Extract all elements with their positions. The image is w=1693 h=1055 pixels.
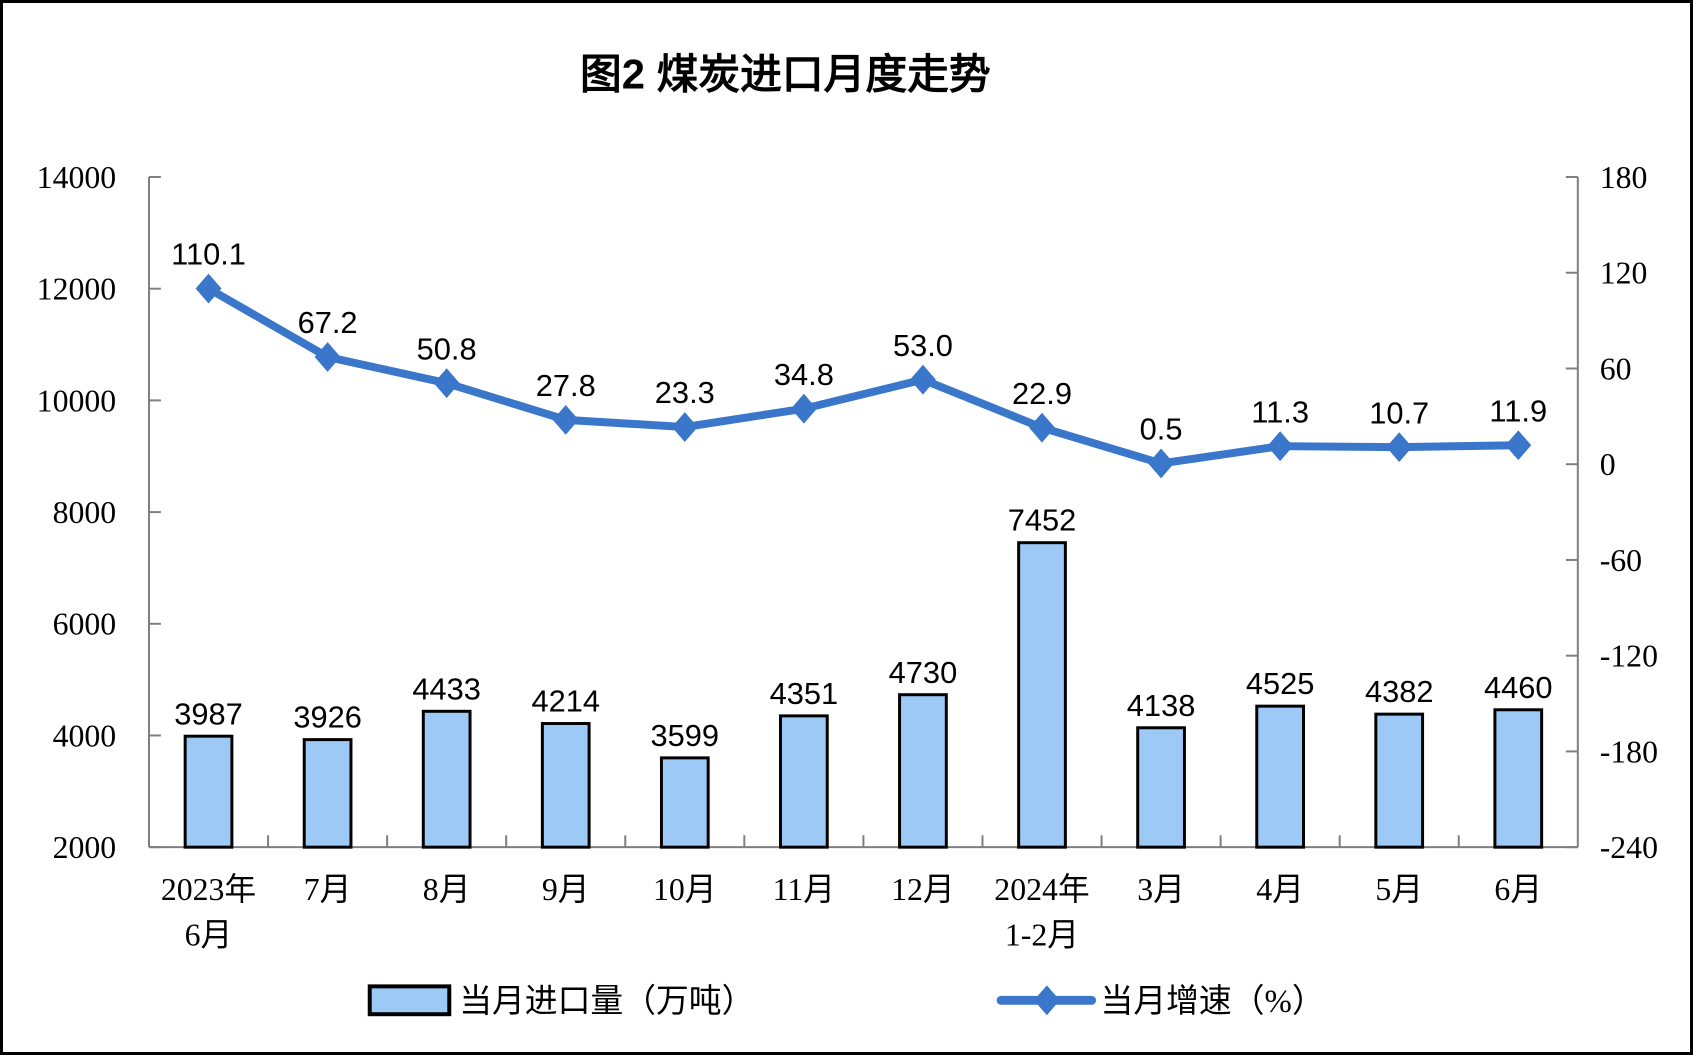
line-value-label: 50.8	[417, 331, 477, 366]
bar-value-label: 4433	[412, 671, 481, 706]
right-axis-tick-label: 120	[1600, 256, 1648, 291]
x-axis-label: 12月	[891, 872, 955, 907]
bar	[1136, 726, 1186, 849]
right-axis-tick-label: 60	[1600, 351, 1632, 386]
right-axis-tick-label: -120	[1600, 639, 1658, 674]
chart-svg: 图2 煤炭进口月度走势 14000 12000 10000 8000 6000 4000 2…	[37, 51, 1658, 1021]
line-value-label: 67.2	[298, 305, 358, 340]
plot-area: 14000 12000 10000 8000 6000 4000 2000 180 120 60 0…	[37, 160, 1658, 1020]
bar	[1374, 712, 1425, 849]
line-marker-diamond	[671, 412, 698, 442]
bar	[540, 722, 591, 849]
line-marker-diamond	[790, 393, 817, 424]
x-axis-label: 5月	[1375, 872, 1423, 907]
x-axis-label: 2024年	[994, 872, 1089, 907]
chart-title: 图2 煤炭进口月度走势	[580, 51, 991, 98]
right-axis-tick-label: 0	[1600, 447, 1616, 482]
bar-value-label: 4138	[1127, 688, 1196, 723]
left-axis-tick-label: 2000	[53, 830, 117, 865]
line-value-label: 27.8	[536, 368, 596, 403]
bar-value-label: 4382	[1365, 674, 1434, 709]
bar-value-label: 4730	[889, 655, 958, 690]
x-axis-label: 4月	[1256, 872, 1304, 907]
left-axis-tick-label: 10000	[37, 383, 117, 418]
legend-line-marker-diamond	[1033, 985, 1060, 1016]
x-axis-label: 9月	[542, 872, 590, 907]
right-axis-tick-label: -180	[1600, 734, 1658, 769]
line-value-label: 11.9	[1489, 393, 1547, 428]
bar	[659, 756, 710, 849]
bar	[779, 714, 829, 849]
line-marker-diamond	[1267, 431, 1294, 462]
bar-value-label: 4525	[1246, 666, 1315, 701]
right-axis-tick-label: -60	[1600, 543, 1642, 578]
line-marker-diamond	[1148, 448, 1175, 479]
legend: 当月进口量（万吨） 当月增速（%）	[367, 983, 1325, 1020]
line-value-label: 34.8	[774, 357, 834, 392]
x-axis-label-line2: 6月	[185, 918, 233, 953]
bar	[421, 709, 472, 849]
bar-value-label: 3599	[651, 718, 720, 753]
right-axis-tick-label: -240	[1600, 830, 1658, 865]
line-marker-diamond	[910, 364, 936, 395]
line-marker-diamond	[552, 404, 579, 435]
growth-line	[204, 284, 1523, 468]
line-value-label: 0.5	[1140, 412, 1183, 447]
bar	[898, 693, 948, 849]
legend-bar-swatch	[367, 984, 452, 1017]
bar-value-label: 4460	[1484, 670, 1553, 705]
bar-value-label: 3987	[174, 696, 243, 731]
line-value-label: 22.9	[1012, 376, 1072, 411]
left-axis-tick-label: 4000	[53, 718, 117, 753]
line-marker-diamond	[1029, 412, 1055, 443]
legend-line-label: 当月增速（%）	[1101, 983, 1325, 1020]
x-axis-label-line2: 1-2月	[1005, 918, 1079, 953]
left-axis-tick-label: 14000	[37, 160, 117, 195]
line-marker-diamond	[1386, 432, 1413, 463]
left-axis-tick-label: 12000	[37, 272, 117, 307]
x-axis-label: 10月	[653, 872, 717, 907]
bar	[1255, 704, 1306, 849]
legend-bar-label: 当月进口量（万吨）	[459, 983, 754, 1020]
x-axis-label: 3月	[1137, 872, 1185, 907]
line-value-label: 110.1	[171, 237, 246, 272]
bar-value-label: 4351	[770, 676, 839, 711]
x-axis-label: 2023年	[161, 872, 256, 907]
bar	[1017, 541, 1067, 849]
line-marker-diamond	[1505, 430, 1532, 461]
line-value-label: 11.3	[1251, 394, 1309, 429]
left-axis-tick-label: 8000	[53, 495, 117, 530]
bar-value-label: 7452	[1008, 503, 1077, 538]
x-axis-label: 8月	[423, 872, 471, 907]
line-marker-diamond	[433, 368, 460, 399]
bar	[1493, 708, 1544, 849]
bar	[183, 734, 234, 849]
line-value-label: 10.7	[1369, 395, 1429, 430]
line-value-label: 53.0	[893, 328, 953, 363]
x-axis-label: 6月	[1494, 872, 1542, 907]
line-marker-diamond	[314, 342, 341, 372]
right-axis-tick-label: 180	[1600, 160, 1648, 195]
line-value-label: 23.3	[655, 375, 715, 410]
bar-value-label: 4214	[531, 684, 600, 719]
left-axis-tick-label: 6000	[53, 607, 117, 642]
bar	[302, 738, 353, 849]
x-axis-label: 7月	[304, 872, 352, 907]
bar-value-label: 3926	[293, 700, 362, 735]
line-marker-diamond	[195, 273, 222, 304]
x-axis-label: 11月	[773, 872, 835, 907]
